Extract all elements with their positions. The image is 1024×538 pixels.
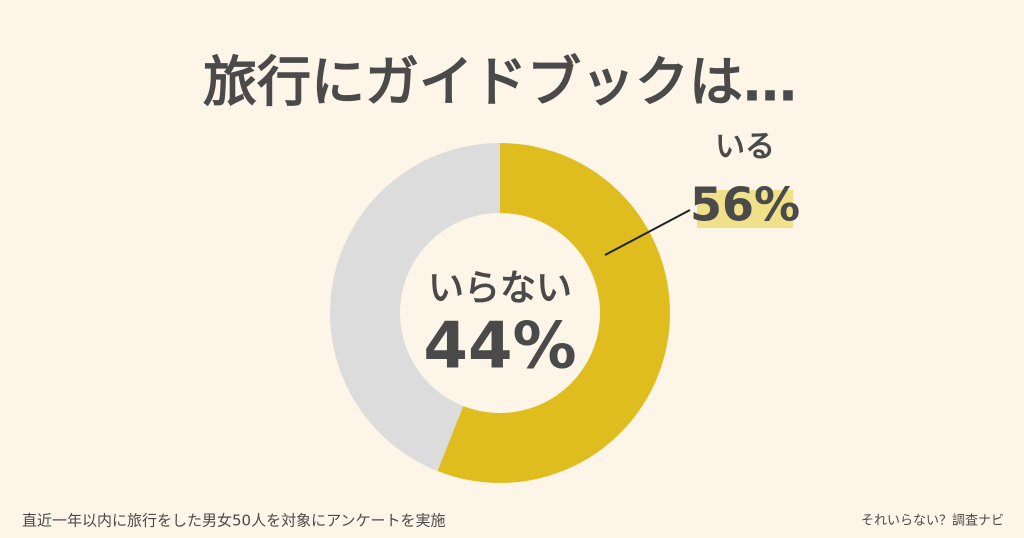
category-label: いる	[715, 130, 775, 165]
value-label: 44%	[423, 310, 576, 384]
label-highlight	[697, 190, 793, 228]
source: それいらない？調査ナビ	[861, 514, 1004, 529]
value-label: 56%	[690, 178, 800, 232]
category-label: いらない	[428, 268, 572, 309]
leader-line	[604, 209, 691, 256]
note: 直近一年以内に旅行をした男女50人を対象にアンケートを実施	[22, 512, 446, 530]
slice	[437, 143, 670, 483]
chart-title: 旅行にガイドブックは…	[203, 51, 797, 114]
slice	[329, 143, 500, 472]
